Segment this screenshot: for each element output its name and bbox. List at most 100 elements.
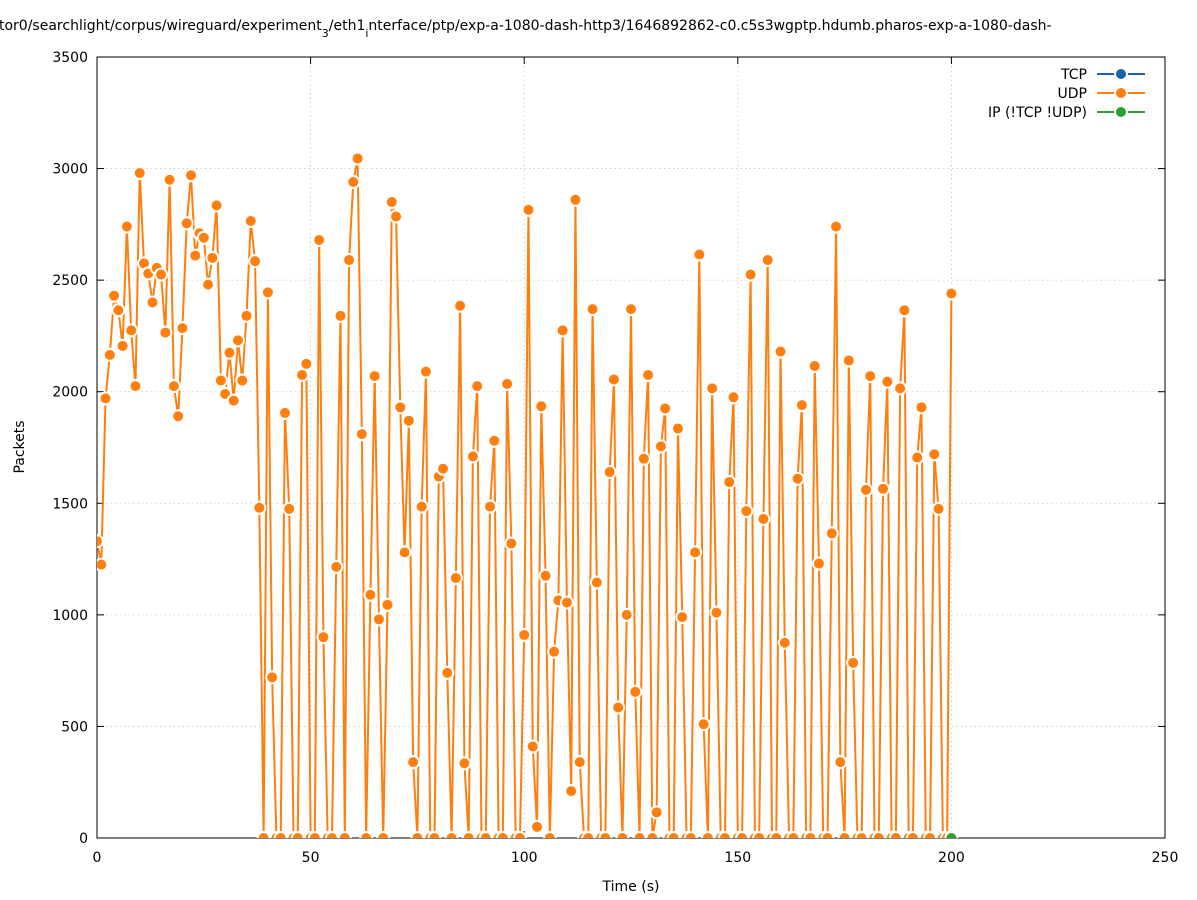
data-point [128, 379, 143, 394]
data-point [581, 831, 596, 838]
title-part: i [365, 27, 368, 40]
data-point [927, 447, 942, 462]
data-point [389, 209, 404, 224]
chart-title: tor0/searchlight/corpus/wireguard/experi… [0, 18, 1052, 40]
data-point [794, 398, 809, 413]
data-point [282, 501, 297, 516]
data-point [145, 295, 160, 310]
data-point [393, 400, 408, 415]
y-tick-label: 2000 [52, 385, 88, 401]
data-point [722, 475, 737, 490]
data-point [102, 347, 117, 362]
data-point [329, 559, 344, 574]
data-point [248, 254, 263, 269]
data-point [538, 568, 553, 583]
data-point [517, 627, 532, 642]
data-point [606, 372, 621, 387]
y-tick-label: 1000 [52, 608, 88, 624]
legend-marker [1114, 105, 1128, 119]
data-point [124, 323, 139, 338]
data-point [453, 298, 468, 313]
data-point [154, 267, 169, 282]
data-point [769, 831, 784, 838]
title-part: tor0/searchlight/corpus/wireguard/experi… [0, 18, 322, 34]
data-point [829, 219, 844, 234]
data-point [670, 421, 685, 436]
data-point [717, 831, 732, 838]
data-point [897, 303, 912, 318]
x-tick-label: 150 [724, 850, 751, 866]
data-point [171, 409, 186, 424]
y-tick-label: 1500 [52, 496, 88, 512]
data-point [910, 450, 925, 465]
data-point [756, 511, 771, 526]
data-point [735, 831, 750, 838]
data-point [705, 381, 720, 396]
data-point [837, 831, 852, 838]
data-point [183, 168, 198, 183]
legend-label: TCP [1060, 67, 1087, 83]
data-point [619, 607, 634, 622]
legend-marker [1114, 67, 1128, 81]
data-point [333, 308, 348, 323]
data-point [346, 174, 361, 189]
data-point [700, 831, 715, 838]
data-point [739, 504, 754, 519]
data-point [397, 545, 412, 560]
x-tick-label: 250 [1152, 850, 1179, 866]
data-point [436, 461, 451, 476]
data-point [97, 534, 104, 549]
data-point [414, 499, 429, 514]
data-point [649, 805, 664, 820]
data-point [893, 381, 908, 396]
data-point [547, 644, 562, 659]
data-point [478, 831, 493, 838]
data-point [696, 717, 711, 732]
data-point [568, 192, 583, 207]
data-point [461, 831, 476, 838]
data-point [307, 831, 322, 838]
y-tick-label: 3500 [52, 50, 88, 66]
title-part: 3 [322, 27, 329, 40]
data-point [324, 831, 339, 838]
data-point [290, 831, 305, 838]
title-part: /eth1 [329, 18, 366, 34]
data-point [448, 571, 463, 586]
data-point [854, 831, 869, 838]
data-point [525, 739, 540, 754]
data-point [598, 831, 613, 838]
data-point [222, 345, 237, 360]
data-point [645, 831, 660, 838]
data-point [504, 536, 519, 551]
data-point [457, 756, 472, 771]
data-point [418, 364, 433, 379]
legend-marker [1114, 86, 1128, 100]
data-point [243, 214, 258, 229]
x-tick-label: 100 [511, 850, 538, 866]
data-point [743, 267, 758, 282]
data-point [230, 333, 245, 348]
data-point [752, 831, 767, 838]
data-point [265, 670, 280, 685]
plot-area [97, 151, 959, 838]
data-point [944, 831, 959, 838]
data-point [790, 471, 805, 486]
legend-label: IP (!TCP !UDP) [988, 105, 1087, 121]
data-point [564, 784, 579, 799]
data-point [495, 831, 510, 838]
data-point [465, 449, 480, 464]
data-point [363, 587, 378, 602]
data-point [226, 393, 241, 408]
data-point [111, 303, 126, 318]
data-point [863, 369, 878, 384]
data-point [905, 831, 920, 838]
title-part: nterface/ptp/exp-a-1080-dash-http3/16468… [368, 18, 1051, 34]
x-tick-label: 0 [93, 850, 102, 866]
data-point [380, 597, 395, 612]
data-point [807, 359, 822, 374]
data-point [175, 321, 190, 336]
data-point [337, 831, 352, 838]
data-point [833, 755, 848, 770]
data-point [252, 500, 267, 515]
